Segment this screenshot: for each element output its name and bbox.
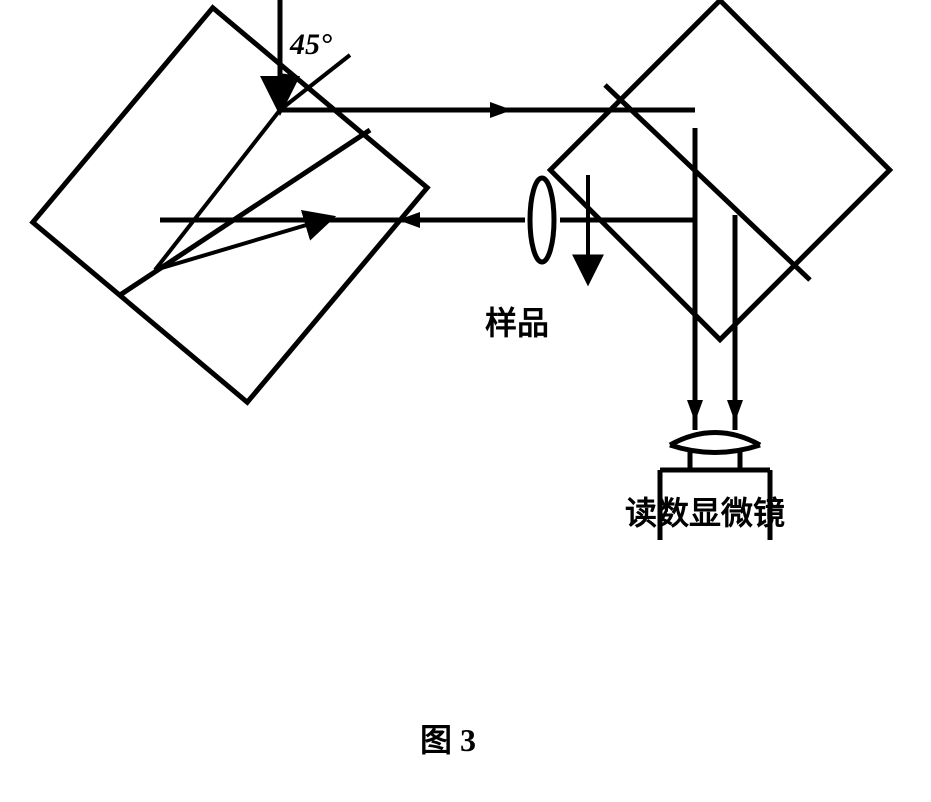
left-prism — [33, 8, 427, 402]
exit-ray-left-arrow — [687, 400, 703, 422]
angle-label: 45° — [290, 28, 332, 62]
right-prism-diagonal — [605, 85, 810, 280]
left-internal-ray-1 — [155, 110, 280, 270]
bottom-ray-arrowhead — [398, 212, 420, 228]
optical-diagram — [0, 0, 931, 802]
top-ray-arrowhead — [490, 102, 512, 118]
left-internal-ray-2 — [155, 218, 330, 270]
angle-reference-line — [280, 55, 350, 110]
right-prism — [550, 0, 889, 339]
sample-lens — [530, 178, 554, 262]
figure-caption: 图 3 — [420, 715, 476, 761]
microscope-label: 读数显微镜 — [625, 488, 785, 534]
sample-label: 样品 — [485, 298, 549, 344]
exit-ray-right-arrow — [727, 400, 743, 422]
